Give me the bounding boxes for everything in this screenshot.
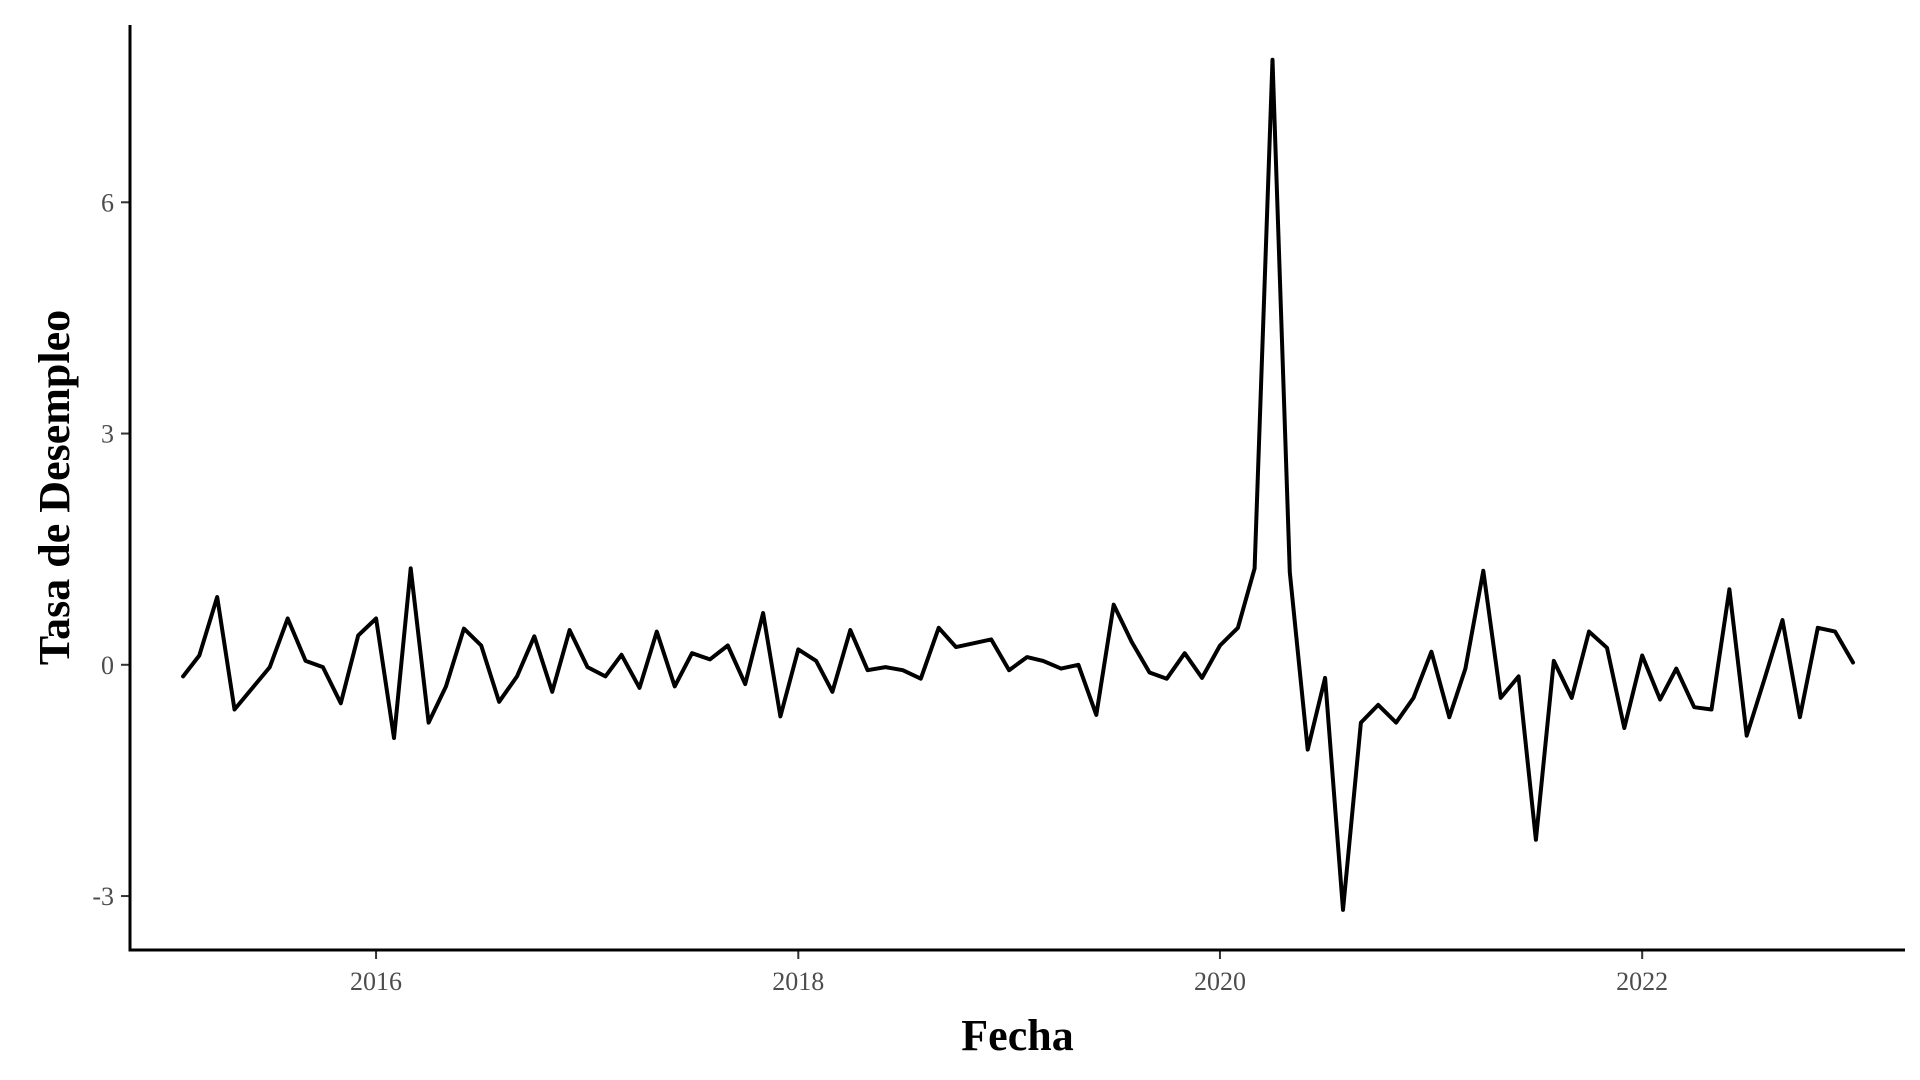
x-tick-label: 2022 [1616,967,1668,996]
x-axis-ticks: 2016 2018 2020 2022 [350,950,1668,996]
y-tick-label: 3 [101,420,114,449]
x-tick-label: 2020 [1194,967,1246,996]
x-axis-title: Fecha [961,1011,1073,1060]
y-axis-title: Tasa de Desempleo [30,310,79,665]
y-tick-label: 0 [101,651,114,680]
y-tick-label: 6 [101,188,114,217]
x-tick-label: 2018 [772,967,824,996]
unemployment-series-line [181,57,1855,912]
y-axis-ticks: -3 0 3 6 [92,188,130,911]
x-tick-label: 2016 [350,967,402,996]
y-tick-label: -3 [92,882,114,911]
